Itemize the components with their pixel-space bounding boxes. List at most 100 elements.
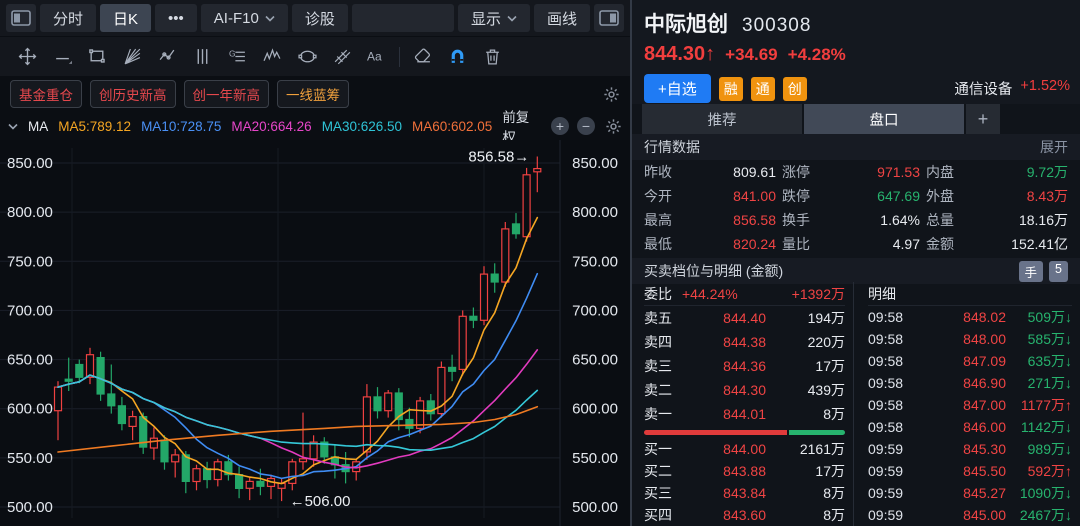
- sell-level-row[interactable]: 卖一 844.01 8万: [644, 402, 845, 426]
- buy-level-row[interactable]: 买二 843.88 17万: [644, 460, 845, 482]
- quote-value: 152.41亿: [1011, 236, 1068, 252]
- quote-section-title: 行情数据: [644, 139, 700, 155]
- expand-right-panel-icon[interactable]: [594, 4, 624, 32]
- pitchfork-icon[interactable]: [329, 44, 355, 70]
- more-periods-button[interactable]: •••: [155, 4, 197, 32]
- draw-line-button[interactable]: 画线: [533, 4, 590, 32]
- zoom-in-icon[interactable]: +: [551, 117, 569, 135]
- stock-tag[interactable]: 基金重仓: [10, 80, 82, 108]
- price-change-percent: +4.28%: [787, 45, 846, 64]
- sell-level-row[interactable]: 卖三 844.36 17万: [644, 354, 845, 378]
- eraser-icon[interactable]: [409, 44, 435, 70]
- stock-name: 中际旭创: [644, 13, 728, 36]
- trade-detail-row[interactable]: 09:59 845.30 989万↓: [868, 438, 1072, 460]
- ma30-value: MA30:626.50: [321, 118, 402, 134]
- buy-level-row[interactable]: 买四 843.60 8万: [644, 504, 845, 526]
- trade-volume: 1090万↓: [1019, 485, 1072, 501]
- market-badge[interactable]: 融: [718, 76, 743, 101]
- trade-detail-row[interactable]: 09:59 845.00 2467万↓: [868, 504, 1072, 526]
- collapse-left-panel-icon[interactable]: [6, 4, 36, 32]
- candlestick-chart[interactable]: 850.00 850.00 800.00 800.00 750.00 750.00 700.…: [0, 140, 630, 526]
- details-column: 明细 09:58 848.02 509万↓ 09:58 848.00 585万↓ 09:58…: [854, 282, 1080, 526]
- quote-label: 外盘: [926, 188, 954, 204]
- trade-time: 09:58: [868, 375, 904, 391]
- svg-text:600.00: 600.00: [7, 401, 53, 418]
- tab-pankou[interactable]: 盘口: [804, 104, 964, 134]
- buy-level-row[interactable]: 买三 843.84 8万: [644, 482, 845, 504]
- add-watchlist-button[interactable]: +自选: [644, 74, 711, 103]
- trade-detail-row[interactable]: 09:58 848.02 509万↓: [868, 306, 1072, 328]
- display-menu-button[interactable]: 显示: [457, 4, 530, 32]
- zoom-out-icon[interactable]: −: [577, 117, 595, 135]
- move-icon[interactable]: [14, 44, 40, 70]
- trade-price: 848.02: [963, 309, 1006, 325]
- market-badge[interactable]: 创: [782, 76, 807, 101]
- market-badge[interactable]: 通: [750, 76, 775, 101]
- rectangle-icon[interactable]: [84, 44, 110, 70]
- stock-tag[interactable]: 创一年新高: [183, 80, 269, 108]
- indicator-name[interactable]: MA: [28, 118, 49, 134]
- quote-label: 最低: [644, 236, 672, 252]
- ma20-value: MA20:664.26: [231, 118, 312, 134]
- ma-legend-row: MA MA5:789.12 MA10:728.75 MA20:664.26 MA…: [0, 110, 630, 145]
- indicator-settings-gear-icon[interactable]: [605, 118, 622, 135]
- trade-detail-row[interactable]: 09:58 847.09 635万↓: [868, 350, 1072, 372]
- unit-badge[interactable]: 5: [1049, 260, 1068, 282]
- quote-value: 18.16万: [1018, 212, 1068, 228]
- trendline-icon[interactable]: [49, 44, 75, 70]
- polyline-icon[interactable]: [154, 44, 180, 70]
- sell-level-row[interactable]: 卖五 844.40 194万: [644, 306, 845, 330]
- text-icon[interactable]: Aa: [364, 44, 390, 70]
- collapse-indicator-icon[interactable]: [8, 123, 18, 130]
- quote-value: 4.97: [892, 236, 920, 252]
- stock-tag[interactable]: 一线蓝筹: [277, 80, 349, 108]
- price-up-arrow-icon: ↑: [705, 43, 716, 65]
- unit-badge[interactable]: 手: [1018, 260, 1044, 282]
- level-label: 卖三: [644, 358, 672, 374]
- quote-label: 最高: [644, 212, 672, 228]
- trade-price: 847.00: [963, 397, 1006, 413]
- ai-f10-button[interactable]: AI-F10: [200, 4, 288, 32]
- level-label: 买二: [644, 463, 672, 479]
- trash-icon[interactable]: [479, 44, 505, 70]
- level-price: 843.84: [723, 485, 766, 501]
- level-price: 844.36: [723, 358, 766, 374]
- diagnose-button[interactable]: 诊股: [291, 4, 348, 32]
- magnet-icon[interactable]: [444, 44, 470, 70]
- trade-detail-row[interactable]: 09:58 846.00 1142万↓: [868, 416, 1072, 438]
- sell-level-row[interactable]: 卖四 844.38 220万: [644, 330, 845, 354]
- stock-tags-row: 基金重仓 创历史新高 创一年新高 一线蓝筹: [0, 76, 630, 112]
- tab-minute-chart[interactable]: 分时: [40, 4, 97, 32]
- ellipse-icon[interactable]: [294, 44, 320, 70]
- level-price: 844.00: [723, 441, 766, 457]
- trade-detail-row[interactable]: 09:59 845.27 1090万↓: [868, 482, 1072, 504]
- wave-icon[interactable]: [259, 44, 285, 70]
- buy-level-row[interactable]: 买一 844.00 2161万: [644, 438, 845, 460]
- quote-label: 昨收: [644, 164, 672, 180]
- svg-text:500.00: 500.00: [572, 499, 618, 516]
- add-tab-button[interactable]: +: [966, 104, 1000, 134]
- quote-value: 809.61: [733, 164, 776, 180]
- tab-daily-k[interactable]: 日K: [100, 4, 152, 32]
- sell-level-row[interactable]: 卖二 844.30 439万: [644, 378, 845, 402]
- sector-link[interactable]: 通信设备 +1.52%: [954, 78, 1070, 99]
- trade-detail-row[interactable]: 09:59 845.50 592万↑: [868, 460, 1072, 482]
- expand-button[interactable]: 展开: [1040, 139, 1068, 155]
- level-volume: 2161万: [799, 441, 845, 457]
- ma10-value: MA10:728.75: [141, 118, 222, 134]
- chart-canvas[interactable]: 850.00 850.00 800.00 800.00 750.00 750.00 700.…: [0, 140, 630, 526]
- fib-retracement-icon[interactable]: G: [224, 44, 250, 70]
- quote-tabs: 推荐 盘口 +: [632, 104, 1080, 134]
- level-price: 843.88: [723, 463, 766, 479]
- quote-value: 9.72万: [1026, 164, 1068, 180]
- tab-recommend[interactable]: 推荐: [642, 104, 802, 134]
- toolbar-separator: [399, 46, 400, 67]
- vertical-lines-icon[interactable]: [189, 44, 215, 70]
- trade-detail-row[interactable]: 09:58 846.90 271万↓: [868, 372, 1072, 394]
- tags-settings-gear-icon[interactable]: [603, 86, 620, 103]
- trade-detail-row[interactable]: 09:58 848.00 585万↓: [868, 328, 1072, 350]
- trade-detail-row[interactable]: 09:58 847.00 1177万↑: [868, 394, 1072, 416]
- stock-tag[interactable]: 创历史新高: [90, 80, 176, 108]
- fan-lines-icon[interactable]: [119, 44, 145, 70]
